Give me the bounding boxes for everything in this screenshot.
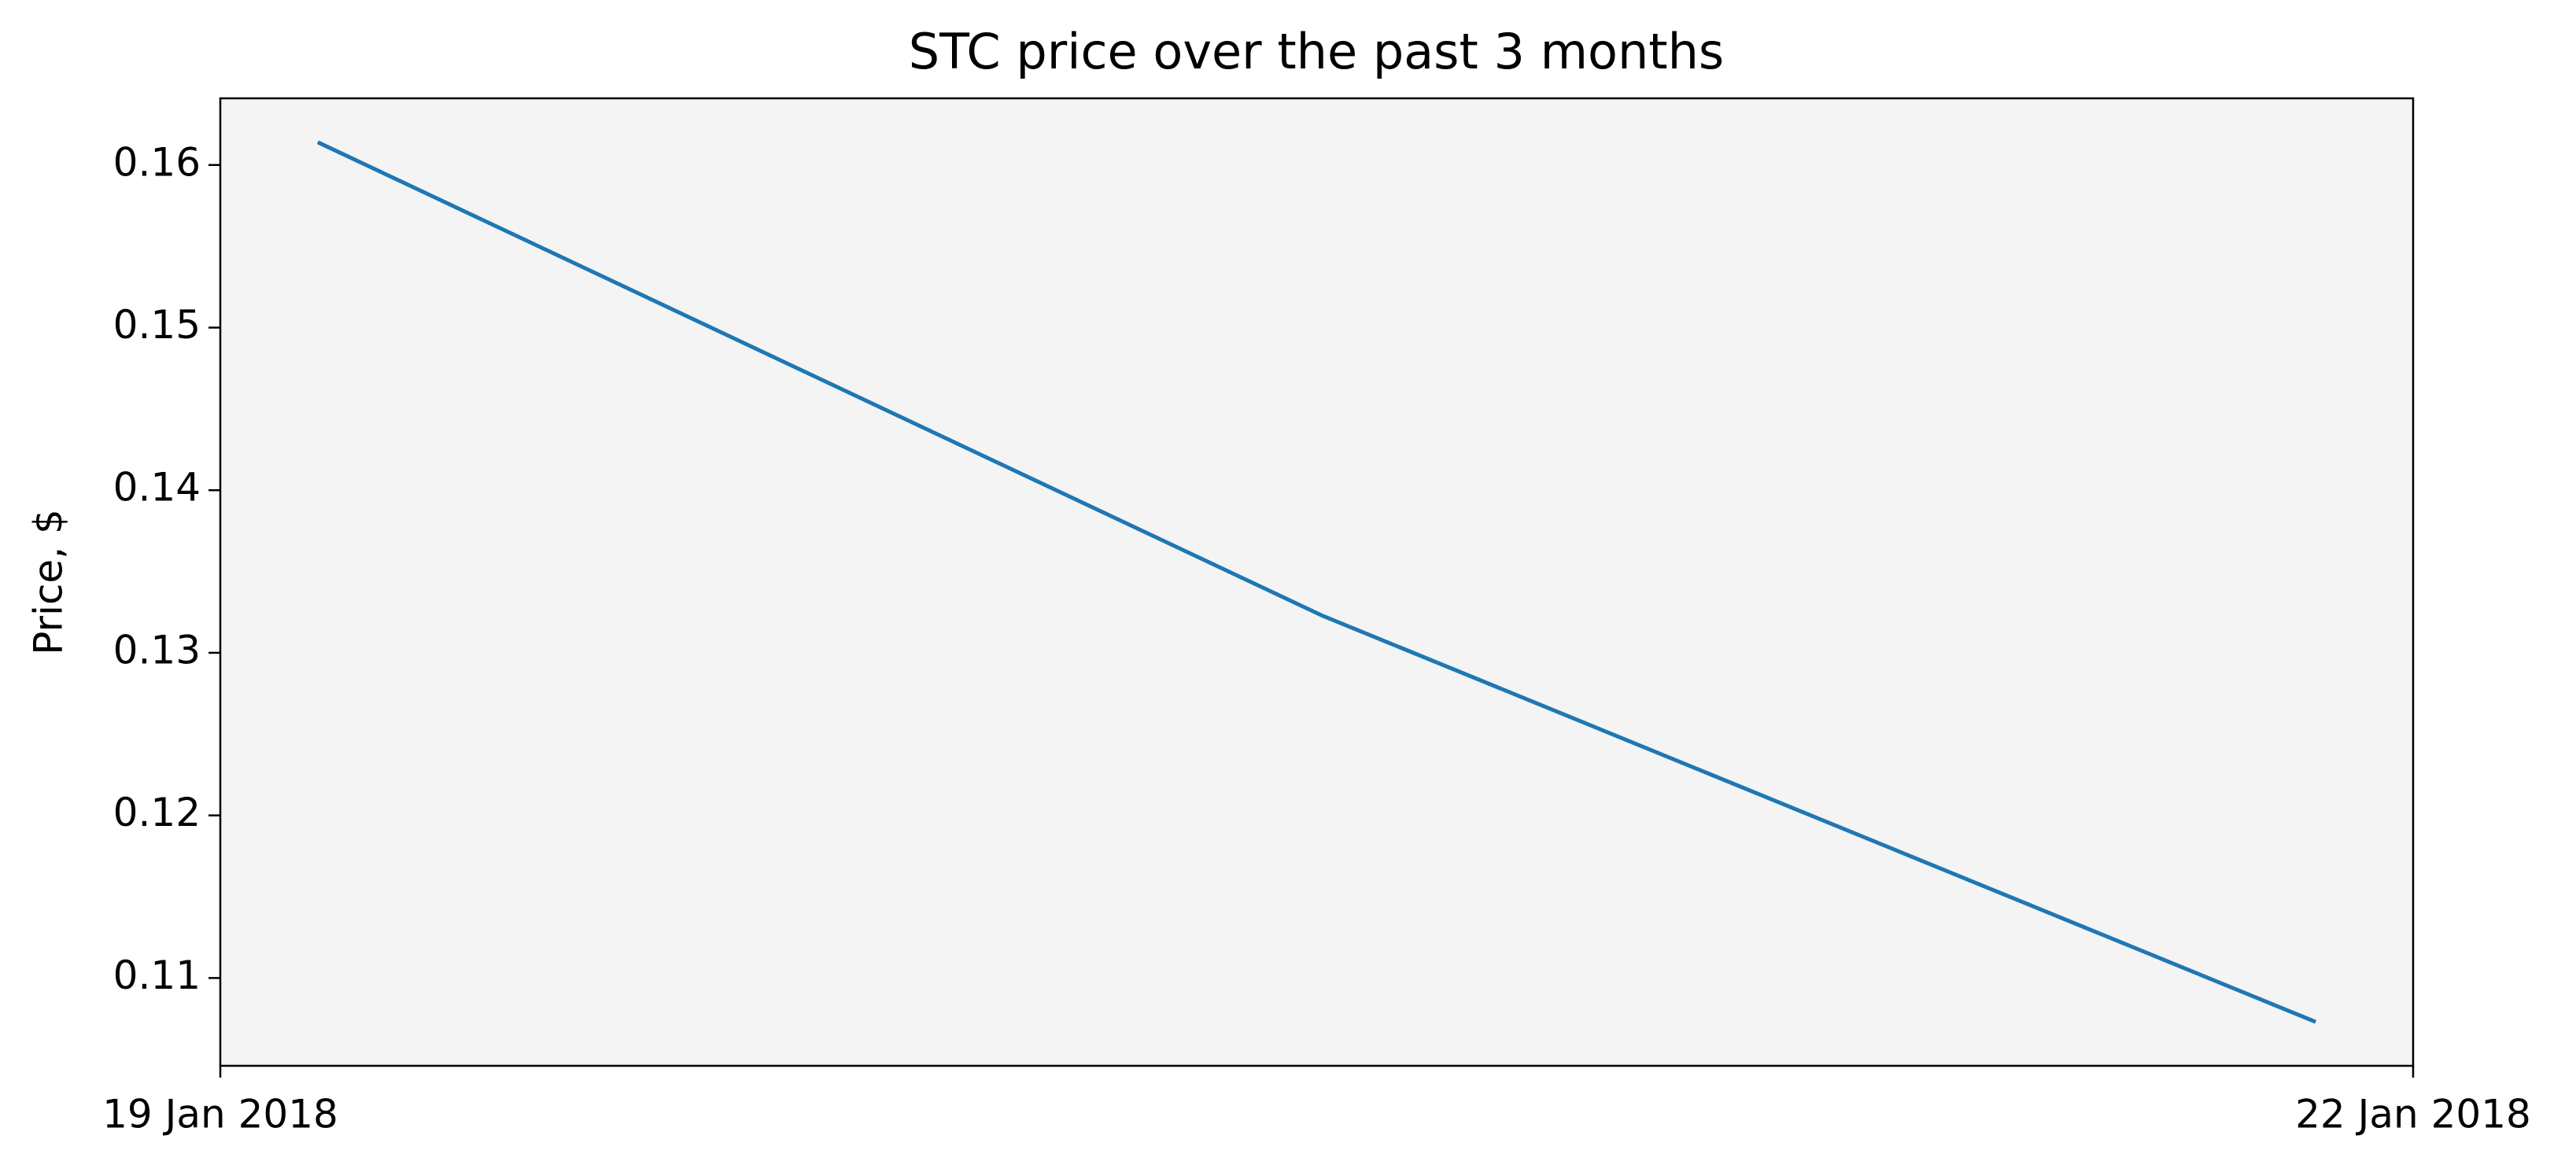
x-tick-label: 22 Jan 2018 [2295, 1092, 2531, 1137]
y-axis-label: Price, $ [26, 509, 72, 655]
y-tick-label: 0.16 [113, 139, 201, 185]
y-tick-label: 0.11 [113, 953, 201, 998]
x-tick-label: 19 Jan 2018 [102, 1092, 338, 1137]
y-tick-label: 0.14 [113, 465, 201, 510]
plot-background [220, 98, 2413, 1066]
y-tick-label: 0.15 [113, 302, 201, 348]
line-series [316, 140, 2317, 1024]
chart-title: STC price over the past 3 months [909, 23, 1724, 80]
plot-frame [219, 97, 2415, 1067]
y-tick-label: 0.12 [113, 790, 201, 835]
y-tick-label: 0.13 [113, 627, 201, 673]
